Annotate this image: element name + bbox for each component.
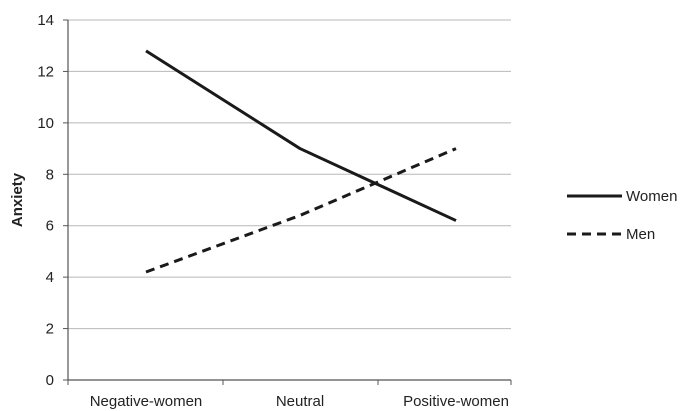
y-tick-label-10: 10 [37, 115, 54, 132]
legend-label-women: Women [626, 188, 677, 205]
series-line-women [145, 49, 457, 222]
axes [63, 19, 512, 385]
series-lines [145, 49, 457, 274]
y-tick-label-12: 12 [37, 63, 54, 80]
series-line-men [145, 147, 457, 274]
x-tick-label-2: Neutral [276, 393, 324, 410]
x-tick-label-3: Positive-women [403, 393, 509, 410]
y-tick-label-14: 14 [37, 12, 54, 29]
y-tick-label-8: 8 [46, 166, 54, 183]
gridlines [68, 19, 511, 330]
x-tick-label-1: Negative-women [90, 393, 203, 410]
legend-label-men: Men [626, 226, 655, 243]
y-tick-label-6: 6 [46, 218, 54, 235]
y-tick-label-4: 4 [46, 269, 54, 286]
y-axis-title: Anxiety [9, 172, 26, 227]
legend: Women Men [567, 188, 677, 243]
y-tick-label-0: 0 [46, 372, 54, 389]
y-tick-label-2: 2 [46, 321, 54, 338]
y-tick-labels: 0 2 4 6 8 10 12 14 [37, 12, 54, 389]
x-tick-labels: Negative-women Neutral Positive-women [90, 393, 509, 410]
